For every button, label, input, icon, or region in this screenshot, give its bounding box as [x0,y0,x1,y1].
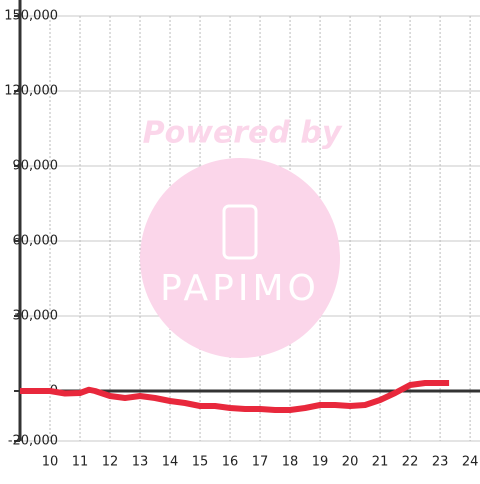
watermark-logo: PAPIMO [160,268,320,309]
y-tick-label: 60,000 [13,234,59,249]
y-tick-label: -20,000 [8,434,58,449]
data-line [20,380,450,413]
x-tick-label: 24 [462,455,479,470]
x-tick-label: 21 [372,455,389,470]
x-tick-label: 17 [252,455,269,470]
y-tick-label: 120,000 [4,84,58,99]
plot: -20,000030,00060,00090,000120,000150,000… [4,0,480,470]
x-tick-label: 14 [162,455,179,470]
y-tick-label: 150,000 [4,9,58,24]
x-tick-label: 20 [342,455,359,470]
x-tick-label: 19 [312,455,329,470]
x-tick-label: 16 [222,455,239,470]
x-tick-label: 13 [132,455,149,470]
x-tick-label: 12 [102,455,119,470]
x-tick-label: 10 [42,455,59,470]
x-tick-label: 18 [282,455,299,470]
y-tick-label: 30,000 [13,309,59,324]
watermark-phone [222,204,258,260]
x-tick-label: 15 [192,455,209,470]
watermark-text: Powered by [143,116,343,151]
x-tick-label: 23 [432,455,449,470]
x-tick-label: 11 [72,455,89,470]
y-tick-label: 90,000 [13,159,59,174]
x-tick-label: 22 [402,455,419,470]
watermark: Powered by PAPIMO [140,116,343,358]
